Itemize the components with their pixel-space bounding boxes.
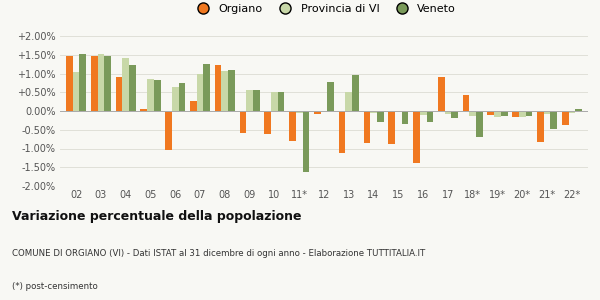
Bar [271,92,278,111]
Bar [66,56,73,111]
Bar [487,111,494,115]
Bar [469,111,476,116]
Bar [402,111,409,124]
Bar [550,111,557,129]
Bar [420,111,427,115]
Bar [116,76,122,111]
Bar [98,54,104,111]
Bar [246,90,253,111]
Bar [364,111,370,143]
Bar [526,111,532,116]
Bar [438,76,445,111]
Bar [154,80,161,111]
Bar [512,111,519,117]
Bar [314,111,320,114]
Bar [228,70,235,111]
Bar [476,111,483,136]
Bar [172,87,179,111]
Text: Variazione percentuale della popolazione: Variazione percentuale della popolazione [12,210,302,223]
Bar [91,56,98,111]
Bar [278,92,284,111]
Bar [445,111,451,114]
Bar [165,111,172,150]
Bar [519,111,526,117]
Bar [413,111,420,163]
Bar [494,111,501,117]
Bar [569,111,575,113]
Bar [370,111,377,113]
Bar [221,70,228,111]
Bar [140,109,147,111]
Bar [147,79,154,111]
Bar [179,83,185,111]
Bar [346,92,352,111]
Bar [451,111,458,118]
Bar [352,75,359,111]
Bar [427,111,433,122]
Legend: Orgiano, Provincia di VI, Veneto: Orgiano, Provincia di VI, Veneto [188,0,460,18]
Bar [190,100,197,111]
Text: COMUNE DI ORGIANO (VI) - Dati ISTAT al 31 dicembre di ogni anno - Elaborazione T: COMUNE DI ORGIANO (VI) - Dati ISTAT al 3… [12,249,425,258]
Bar [215,65,221,111]
Bar [302,111,309,172]
Bar [296,111,302,113]
Bar [575,109,582,111]
Bar [395,111,402,112]
Bar [562,111,569,125]
Bar [388,111,395,144]
Bar [265,111,271,134]
Bar [253,90,260,111]
Bar [104,56,111,111]
Bar [203,64,210,111]
Bar [197,74,203,111]
Bar [320,111,328,112]
Bar [377,111,383,122]
Bar [501,111,508,116]
Bar [339,111,346,153]
Text: (*) post-censimento: (*) post-censimento [12,282,98,291]
Bar [544,111,550,114]
Bar [122,58,129,111]
Bar [73,72,79,111]
Bar [79,54,86,111]
Bar [239,111,246,133]
Bar [328,82,334,111]
Bar [129,65,136,111]
Bar [289,111,296,141]
Bar [537,111,544,142]
Bar [463,95,469,111]
